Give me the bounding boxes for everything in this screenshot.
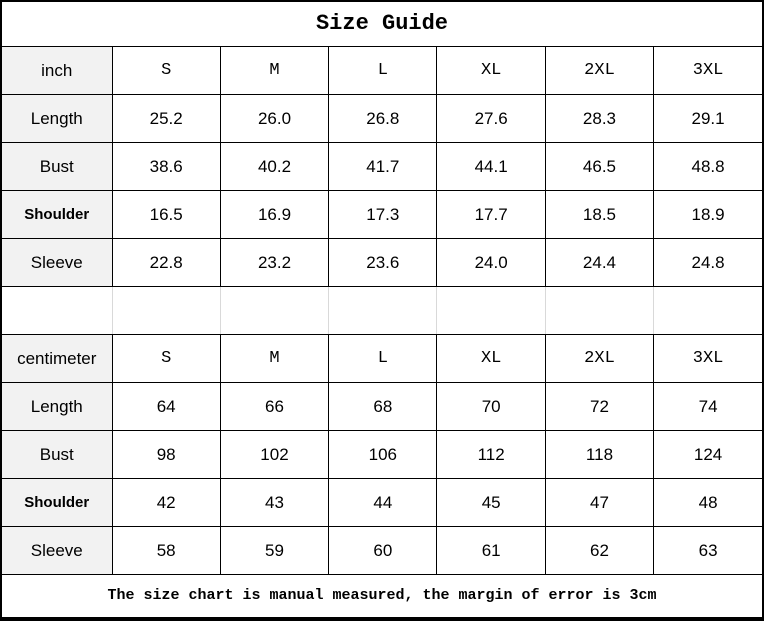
value-cell: 44.1 (436, 142, 546, 191)
value-cell: 22.8 (111, 238, 221, 287)
inch-header-row: inch S M L XL 2XL 3XL (2, 47, 762, 95)
value-cell: 26.8 (328, 94, 438, 143)
value-cell: 48.8 (653, 142, 762, 191)
value-cell: 44 (328, 478, 438, 527)
value-cell: 17.3 (328, 190, 438, 239)
value-cell: 112 (436, 430, 546, 479)
spacer-cell (544, 286, 655, 335)
row-label-cell: Length (2, 94, 113, 143)
value-cell: 102 (219, 430, 330, 479)
spacer-cell (436, 286, 546, 335)
row-label-cell: Bust (2, 430, 113, 479)
value-cell: 41.7 (328, 142, 438, 191)
value-cell: 74 (653, 382, 762, 431)
value-cell: 24.8 (653, 238, 762, 287)
value-cell: 16.5 (111, 190, 221, 239)
spacer-cell (219, 286, 330, 335)
size-header-cell: XL (436, 334, 546, 383)
table-row: Shoulder 42 43 44 45 47 48 (2, 478, 762, 527)
row-label-cell: Sleeve (2, 238, 113, 287)
value-cell: 59 (219, 526, 330, 575)
size-header-cell: 2XL (544, 47, 655, 95)
size-header-cell: S (111, 47, 221, 95)
row-label-cell: Shoulder (2, 478, 113, 527)
size-header-cell: 3XL (653, 334, 762, 383)
value-cell: 72 (544, 382, 655, 431)
size-table: inch S M L XL 2XL 3XL Length 25.2 26.0 2… (2, 47, 762, 575)
size-header-cell: S (111, 334, 221, 383)
size-header-cell: M (219, 47, 330, 95)
value-cell: 60 (328, 526, 438, 575)
value-cell: 24.4 (544, 238, 655, 287)
value-cell: 26.0 (219, 94, 330, 143)
table-row: Length 64 66 68 70 72 74 (2, 382, 762, 431)
value-cell: 42 (111, 478, 221, 527)
unit-header-cell: inch (2, 47, 113, 95)
value-cell: 61 (436, 526, 546, 575)
value-cell: 16.9 (219, 190, 330, 239)
value-cell: 38.6 (111, 142, 221, 191)
table-row: Sleeve 58 59 60 61 62 63 (2, 526, 762, 575)
value-cell: 66 (219, 382, 330, 431)
row-label-cell: Length (2, 382, 113, 431)
value-cell: 48 (653, 478, 762, 527)
size-header-cell: 2XL (544, 334, 655, 383)
unit-header-cell: centimeter (2, 334, 113, 383)
size-guide-title: Size Guide (2, 2, 762, 47)
spacer-cell (2, 286, 113, 335)
value-cell: 43 (219, 478, 330, 527)
value-cell: 18.5 (544, 190, 655, 239)
table-row: Shoulder 16.5 16.9 17.3 17.7 18.5 18.9 (2, 190, 762, 239)
value-cell: 29.1 (653, 94, 762, 143)
spacer-cell (653, 286, 762, 335)
centimeter-header-row: centimeter S M L XL 2XL 3XL (2, 334, 762, 383)
value-cell: 23.2 (219, 238, 330, 287)
value-cell: 24.0 (436, 238, 546, 287)
row-label-cell: Sleeve (2, 526, 113, 575)
value-cell: 40.2 (219, 142, 330, 191)
value-cell: 45 (436, 478, 546, 527)
table-row: Sleeve 22.8 23.2 23.6 24.0 24.4 24.8 (2, 238, 762, 287)
table-row: Bust 38.6 40.2 41.7 44.1 46.5 48.8 (2, 142, 762, 191)
value-cell: 64 (111, 382, 221, 431)
footer-note: The size chart is manual measured, the m… (2, 575, 762, 617)
table-row: Length 25.2 26.0 26.8 27.6 28.3 29.1 (2, 94, 762, 143)
size-header-cell: L (328, 334, 438, 383)
value-cell: 23.6 (328, 238, 438, 287)
value-cell: 62 (544, 526, 655, 575)
value-cell: 106 (328, 430, 438, 479)
size-header-cell: L (328, 47, 438, 95)
value-cell: 17.7 (436, 190, 546, 239)
value-cell: 27.6 (436, 94, 546, 143)
value-cell: 118 (544, 430, 655, 479)
row-label-cell: Bust (2, 142, 113, 191)
table-row: Bust 98 102 106 112 118 124 (2, 430, 762, 479)
value-cell: 70 (436, 382, 546, 431)
value-cell: 46.5 (544, 142, 655, 191)
value-cell: 47 (544, 478, 655, 527)
size-header-cell: 3XL (653, 47, 762, 95)
value-cell: 124 (653, 430, 762, 479)
size-header-cell: XL (436, 47, 546, 95)
row-label-cell: Shoulder (2, 190, 113, 239)
size-header-cell: M (219, 334, 330, 383)
value-cell: 25.2 (111, 94, 221, 143)
value-cell: 98 (111, 430, 221, 479)
value-cell: 58 (111, 526, 221, 575)
spacer-cell (111, 286, 221, 335)
value-cell: 28.3 (544, 94, 655, 143)
value-cell: 68 (328, 382, 438, 431)
value-cell: 63 (653, 526, 762, 575)
spacer-cell (328, 286, 438, 335)
spacer-row (2, 286, 762, 335)
value-cell: 18.9 (653, 190, 762, 239)
